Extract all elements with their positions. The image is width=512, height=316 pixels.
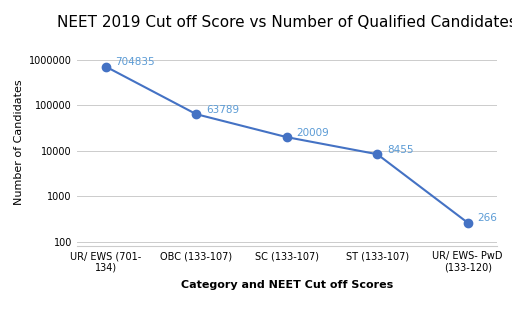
Y-axis label: Number of Candidates: Number of Candidates bbox=[13, 79, 24, 205]
Text: 266: 266 bbox=[477, 213, 497, 223]
Text: 704835: 704835 bbox=[116, 57, 155, 67]
Text: 20009: 20009 bbox=[296, 128, 329, 138]
X-axis label: Category and NEET Cut off Scores: Category and NEET Cut off Scores bbox=[181, 280, 393, 290]
Text: 8455: 8455 bbox=[387, 145, 413, 155]
Title: NEET 2019 Cut off Score vs Number of Qualified Candidates: NEET 2019 Cut off Score vs Number of Qua… bbox=[57, 15, 512, 30]
Text: 63789: 63789 bbox=[206, 105, 239, 115]
